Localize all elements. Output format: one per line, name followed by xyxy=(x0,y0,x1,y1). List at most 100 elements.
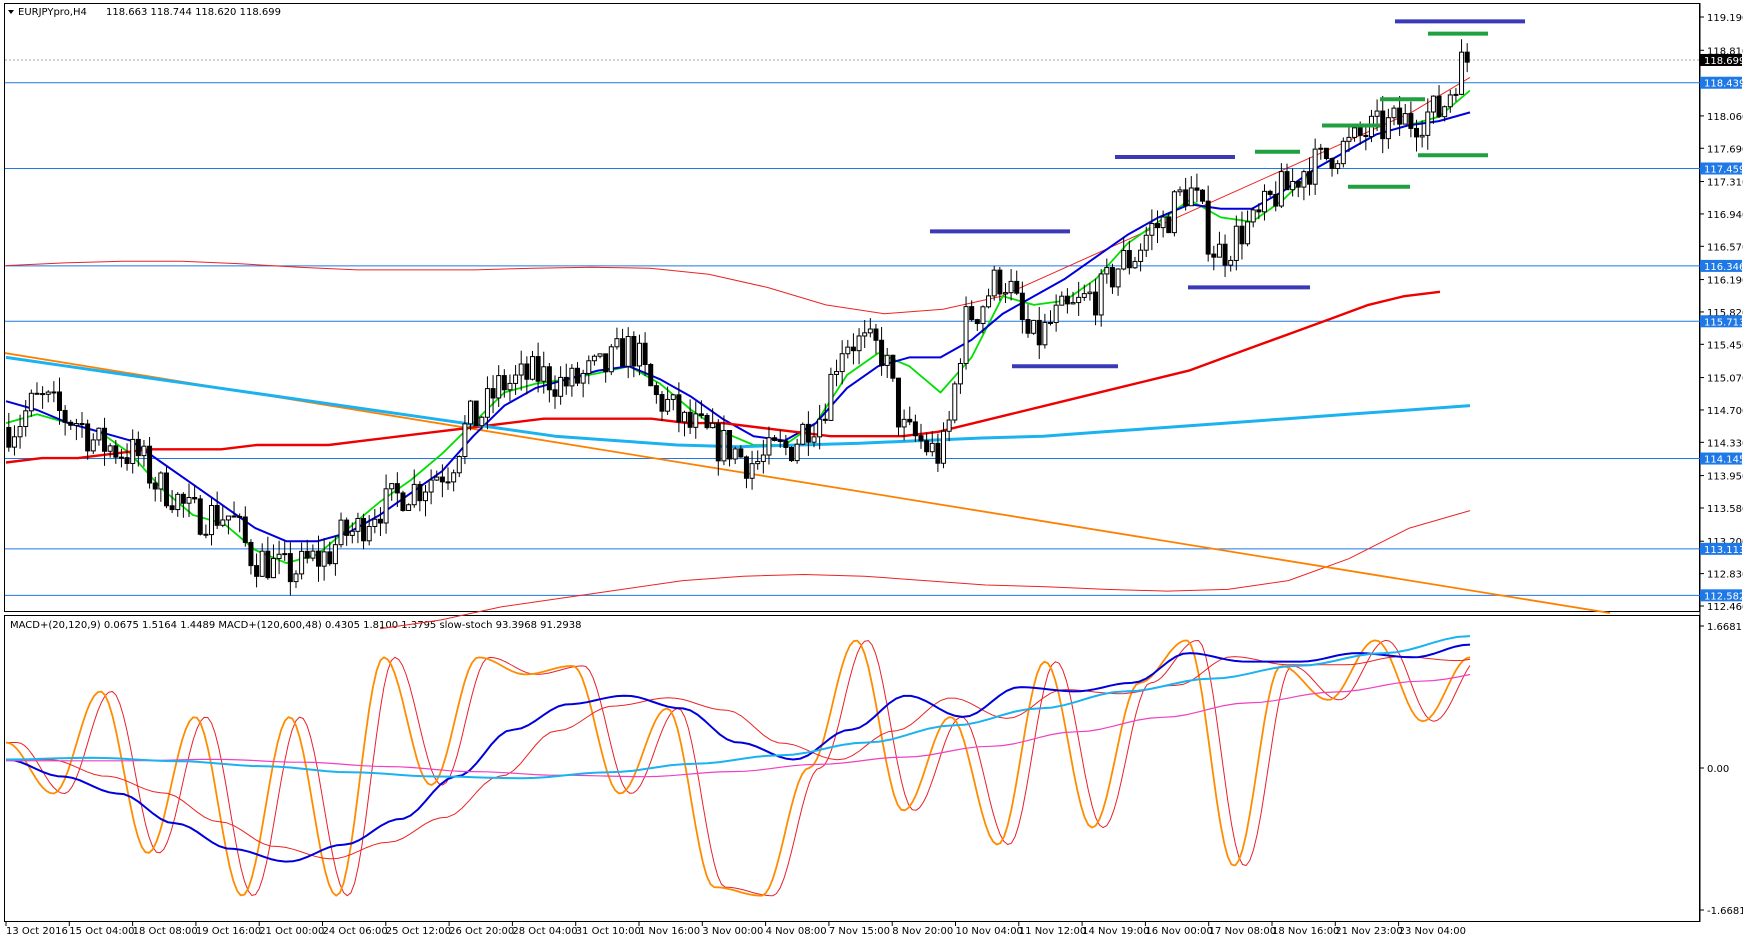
bull-candle xyxy=(586,360,592,374)
bear-candle xyxy=(1048,321,1054,324)
bull-candle xyxy=(670,394,676,400)
bear-candle xyxy=(1126,250,1132,269)
price-tick-label: 113.580 xyxy=(1707,504,1743,515)
bull-candle xyxy=(1132,260,1138,269)
bear-candle xyxy=(704,414,710,429)
price-tick-label: 113.950 xyxy=(1707,472,1743,483)
bear-candle xyxy=(1194,187,1200,191)
time-tick-label: 11 Nov 12:00 xyxy=(1019,926,1086,937)
bull-candle xyxy=(541,366,547,382)
bull-candle xyxy=(141,445,147,457)
bear-candle xyxy=(344,519,350,536)
bear-candle xyxy=(327,551,333,565)
level-price-label: 112.582 xyxy=(1704,591,1743,602)
bull-candle xyxy=(625,335,631,367)
bear-candle xyxy=(68,421,74,426)
bull-candle xyxy=(1031,319,1037,334)
bear-candle xyxy=(777,439,783,442)
level-price-label: 116.346 xyxy=(1704,262,1743,273)
bear-candle xyxy=(1397,107,1403,125)
bull-candle xyxy=(282,553,288,556)
bull-candle xyxy=(1374,110,1380,117)
time-tick-label: 28 Oct 04:00 xyxy=(512,926,577,937)
bull-candle xyxy=(957,362,963,385)
bear-candle xyxy=(1307,171,1313,185)
level-price-box xyxy=(1700,452,1742,465)
bull-candle xyxy=(11,436,17,448)
bear-candle xyxy=(907,418,913,423)
bull-candle xyxy=(1346,136,1352,142)
bull-candle xyxy=(1143,234,1149,251)
bull-candle xyxy=(1177,189,1183,193)
bull-candle xyxy=(1228,259,1234,266)
lower-envelope-line xyxy=(379,510,1471,630)
osc-tick-label: 0.00 xyxy=(1707,764,1729,775)
time-tick-label: 15 Oct 04:00 xyxy=(69,926,134,937)
bull-candle xyxy=(456,456,462,474)
bull-candle xyxy=(479,416,485,427)
bull-candle xyxy=(845,346,851,355)
bull-candle xyxy=(946,419,952,432)
bear-candle xyxy=(248,541,254,567)
bear-candle xyxy=(377,518,383,524)
bull-candle xyxy=(755,460,761,465)
bull-candle xyxy=(372,518,378,527)
bear-candle xyxy=(1036,319,1042,346)
bear-candle xyxy=(783,440,789,448)
osc-tick-label: -1.6681 xyxy=(1707,906,1743,917)
bull-candle xyxy=(1318,147,1324,150)
macd-slow-signal-line xyxy=(6,673,1471,778)
bull-candle xyxy=(963,306,969,364)
bear-candle xyxy=(118,456,124,459)
macd-slow-line xyxy=(5,635,1471,780)
indicator-header: MACD+(20,120,9) 0.0675 1.5164 1.4489 MAC… xyxy=(10,620,582,631)
price-tick-label: 117.690 xyxy=(1707,144,1743,155)
price-tick-label: 112.460 xyxy=(1707,602,1743,613)
bear-candle xyxy=(1183,189,1189,207)
bull-candle xyxy=(468,400,474,425)
bear-candle xyxy=(287,553,293,583)
bear-candle xyxy=(254,565,260,577)
bear-candle xyxy=(924,440,930,453)
bull-candle xyxy=(884,354,890,366)
oscillator-layer xyxy=(5,635,1471,897)
bull-candle xyxy=(1278,171,1284,207)
bull-candle xyxy=(299,550,305,575)
time-tick-label: 1 Nov 16:00 xyxy=(639,926,700,937)
bear-candle xyxy=(575,367,581,384)
level-price-label: 113.113 xyxy=(1704,545,1743,556)
level-price-label: 114.145 xyxy=(1704,455,1743,466)
bear-candle xyxy=(1464,51,1470,63)
bear-candle xyxy=(772,437,778,441)
bull-candle xyxy=(558,376,564,397)
bull-candle xyxy=(383,488,389,524)
level-price-box xyxy=(1700,76,1742,89)
time-tick-label: 26 Oct 20:00 xyxy=(449,926,514,937)
level-price-box xyxy=(1700,162,1742,175)
bear-candle xyxy=(620,338,626,367)
bull-candle xyxy=(901,418,907,428)
bear-candle xyxy=(147,445,153,484)
time-tick-label: 21 Oct 00:00 xyxy=(259,926,324,937)
collapse-triangle-icon[interactable] xyxy=(8,10,14,14)
bull-candle xyxy=(349,530,355,536)
bull-candle xyxy=(462,423,468,458)
bull-candle xyxy=(749,463,755,479)
bear-candle xyxy=(552,389,558,397)
bear-candle xyxy=(1014,280,1020,294)
bear-candle xyxy=(6,426,12,448)
bull-candle xyxy=(496,375,502,399)
price-tick-label: 115.070 xyxy=(1707,374,1743,385)
bear-candle xyxy=(56,391,62,411)
bull-candle xyxy=(1340,140,1346,165)
bull-candle xyxy=(332,544,338,565)
bull-candle xyxy=(1385,117,1391,140)
current-price-box xyxy=(1700,53,1742,66)
bull-candle xyxy=(518,363,524,376)
bull-candle xyxy=(355,517,361,532)
bear-candle xyxy=(85,423,91,452)
bear-candle xyxy=(180,493,186,504)
bull-candle xyxy=(293,573,299,583)
bull-candle xyxy=(1216,243,1222,258)
